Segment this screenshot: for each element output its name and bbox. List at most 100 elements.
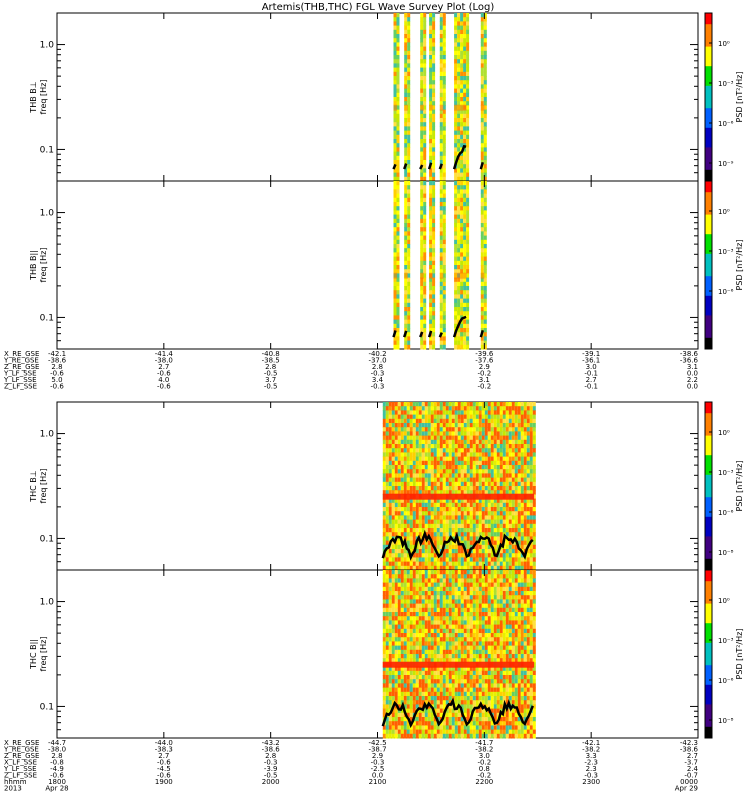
spectrogram-cell <box>424 645 428 651</box>
spectrogram-cell <box>439 486 443 491</box>
spectrogram-cell <box>404 101 408 106</box>
spectrogram-cell <box>432 328 436 333</box>
spectrogram-cell <box>407 323 411 329</box>
spectrogram-cell <box>385 670 389 676</box>
spectrogram-cell <box>429 269 433 274</box>
spectrogram-cell <box>487 448 491 453</box>
spectrogram-cell <box>433 616 437 621</box>
spectrogram-cell <box>508 473 512 479</box>
spectrogram-cell <box>393 29 397 35</box>
spectrogram-cell <box>436 591 440 596</box>
spectrogram-cell <box>454 704 458 710</box>
spectrogram-cell <box>423 256 427 262</box>
spectrogram-cell <box>457 332 461 337</box>
spectrogram-cell <box>433 469 437 474</box>
spectrogram-cell <box>472 460 476 466</box>
spectrogram-cell <box>508 565 512 571</box>
spectrogram-cell <box>463 427 467 432</box>
spectrogram-cell <box>457 418 461 424</box>
spectrogram-cell <box>457 469 461 474</box>
spectrogram-cell <box>463 498 467 504</box>
spectrogram-cell <box>429 290 433 295</box>
colorbar-label: PSD [nT²/Hz] <box>735 240 744 291</box>
spectrogram-cell <box>523 523 527 529</box>
spectrogram-cell <box>439 565 443 571</box>
spectrogram-cell <box>403 570 407 575</box>
spectrogram-cell <box>393 151 397 157</box>
spectrogram-cell <box>406 414 410 420</box>
spectrogram-cell <box>388 523 392 529</box>
spectrogram-cell <box>430 536 434 542</box>
spectrogram-cell <box>394 561 398 567</box>
spectrogram-cell <box>420 344 424 350</box>
spectrogram-cell <box>391 561 395 567</box>
colorbar-cell <box>705 460 712 465</box>
spectrogram-cell <box>445 612 449 617</box>
spectrogram-cell <box>454 311 458 316</box>
spectrogram-cell <box>475 490 479 495</box>
spectrogram-cell <box>490 502 494 508</box>
spectrogram-cell <box>385 477 389 483</box>
spectrogram-cell <box>517 414 521 420</box>
spectrogram-cell <box>388 406 392 411</box>
spectrogram-cell <box>423 273 427 279</box>
spectrogram-cell <box>466 172 470 178</box>
spectrogram-cell <box>445 465 449 470</box>
spectrogram-cell <box>475 486 479 491</box>
spectrogram-cell <box>466 340 470 346</box>
spectrogram-cell <box>532 481 536 487</box>
spectrogram-cell <box>436 628 440 634</box>
spectrogram-cell <box>442 76 446 81</box>
spectrogram-cell <box>457 456 461 462</box>
spectrogram-cell <box>460 160 464 165</box>
spectrogram-cell <box>439 507 443 512</box>
colorbar-cell <box>705 97 712 101</box>
spectrogram-cell <box>409 683 413 689</box>
spectrogram-cell <box>505 439 509 445</box>
gyrofrequency-line <box>452 315 467 338</box>
spectrogram-cell <box>394 502 398 508</box>
spectrogram-cell <box>418 515 422 521</box>
spectrogram-cell <box>388 654 392 659</box>
spectrogram-cell <box>382 473 386 479</box>
spectrogram-cell <box>420 265 424 270</box>
colorbar-cell <box>705 153 712 157</box>
spectrogram-cell <box>404 126 408 132</box>
spectrogram-cell <box>472 481 476 487</box>
spectrogram-cell <box>404 210 408 216</box>
spectrogram-cell <box>418 465 422 470</box>
colorbar-cell <box>705 217 712 221</box>
spectrogram-cell <box>385 410 389 416</box>
spectrogram-cell <box>432 176 436 182</box>
spectrogram-cell <box>439 733 443 739</box>
spectrogram-cell <box>529 498 533 504</box>
spectrogram-cell <box>442 160 446 165</box>
spectrogram-cell <box>388 586 392 592</box>
colorbar-tick-label: 10⁻³ <box>718 248 734 256</box>
spectrogram-cell <box>466 565 470 571</box>
spectrogram-cell <box>505 519 509 525</box>
spectrogram-cell <box>463 523 467 529</box>
spectrogram-cell <box>400 523 404 529</box>
spectrogram-cell <box>436 670 440 676</box>
spectrogram-cell <box>436 574 440 579</box>
spectrogram-cell <box>493 540 497 546</box>
spectrogram-cell <box>457 130 461 136</box>
spectrogram-cell <box>432 164 436 169</box>
spectrogram-cell <box>454 427 458 432</box>
spectrogram-cell <box>448 670 452 676</box>
spectrogram-cell <box>439 55 443 60</box>
spectrogram-cell <box>420 294 424 300</box>
spectrogram-cell <box>472 540 476 546</box>
spectrogram-cell <box>520 481 524 487</box>
spectrogram-cell <box>415 620 419 626</box>
spectrogram-cell <box>423 340 427 346</box>
spectrogram-cell <box>508 561 512 567</box>
spectrogram-cell <box>442 147 446 153</box>
spectrogram-cell <box>517 515 521 521</box>
spectrogram-cell <box>424 675 428 680</box>
spectrogram-cell <box>385 637 389 642</box>
spectrogram-cell <box>460 561 464 567</box>
spectrogram-cell <box>439 624 443 630</box>
spectrogram-cell <box>481 456 485 462</box>
